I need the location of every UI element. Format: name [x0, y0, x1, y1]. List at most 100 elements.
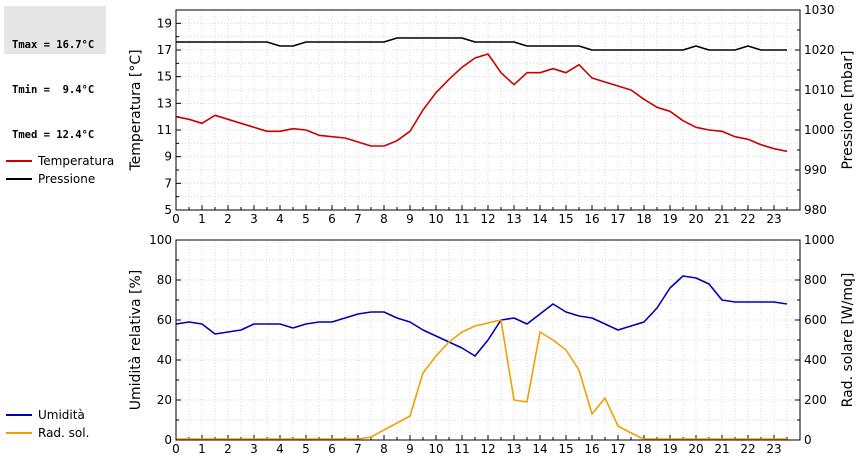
x-tick-label: 2: [224, 212, 232, 226]
x-tick-label: 23: [766, 212, 781, 226]
x-tick-label: 11: [454, 212, 469, 226]
x-tick-label: 7: [354, 442, 362, 456]
legend-item-pressione: Pressione: [6, 170, 114, 188]
x-tick-label: 4: [276, 212, 284, 226]
y-tick-label: 11: [157, 123, 172, 137]
x-tick-label: 3: [250, 212, 258, 226]
x-tick-label: 22: [740, 212, 755, 226]
x-tick-label: 23: [766, 442, 781, 456]
y2-tick-label: 400: [804, 353, 827, 367]
legend-swatch-pressione: [6, 178, 32, 180]
x-tick-label: 8: [380, 212, 388, 226]
x-tick-label: 6: [328, 212, 336, 226]
y-tick-label: 100: [149, 233, 172, 247]
x-tick-label: 21: [714, 442, 729, 456]
x-tick-label: 0: [172, 442, 180, 456]
x-tick-label: 10: [428, 442, 443, 456]
series-line-pressione: [176, 37, 787, 51]
x-tick-label: 4: [276, 442, 284, 456]
x-tick-label: 14: [532, 442, 547, 456]
x-tick-label: 5: [302, 212, 310, 226]
x-tick-label: 17: [610, 212, 625, 226]
x-tick-label: 12: [480, 442, 495, 456]
y-tick-label: 40: [157, 353, 172, 367]
legend-bottom: Umidità Rad. sol.: [6, 406, 89, 442]
y-tick-label: 5: [164, 203, 172, 217]
chart-top: 0 1 2 3 4 5 6 7 8 9 10 11 12 13 14 15 16 17 18 19 20 21 22 2357…: [128, 3, 856, 226]
x-tick-label: 18: [636, 442, 651, 456]
legend-item-umidita: Umidità: [6, 406, 89, 424]
x-tick-label: 9: [406, 442, 414, 456]
x-tick-label: 16: [584, 212, 599, 226]
legend-label-umidita: Umidità: [38, 408, 85, 422]
y2-axis-label: Pressione [mbar]: [840, 50, 856, 169]
x-tick-label: 20: [688, 442, 703, 456]
legend-label-temperatura: Temperatura: [38, 154, 115, 168]
y-axis-label: Temperatura [°C]: [128, 49, 144, 171]
y2-tick-label: 1020: [804, 43, 835, 57]
legend-top: Temperatura Pressione: [6, 152, 114, 188]
legend-label-pressione: Pressione: [38, 172, 96, 186]
x-tick-label: 1: [198, 212, 206, 226]
x-tick-label: 6: [328, 442, 336, 456]
y2-tick-label: 980: [804, 203, 827, 217]
x-tick-label: 15: [558, 212, 573, 226]
x-tick-label: 9: [406, 212, 414, 226]
x-tick-label: 10: [428, 212, 443, 226]
y2-tick-label: 0: [804, 433, 812, 447]
x-tick-label: 13: [506, 212, 521, 226]
y-tick-label: 19: [157, 16, 172, 30]
x-tick-label: 11: [454, 442, 469, 456]
x-tick-label: 20: [688, 212, 703, 226]
series-line-rad-sol-: [176, 319, 787, 440]
x-tick-label: 16: [584, 442, 599, 456]
x-tick-label: 2: [224, 442, 232, 456]
x-tick-label: 18: [636, 212, 651, 226]
tmed-text: Tmed = 12.4°C: [12, 129, 95, 141]
x-tick-label: 13: [506, 442, 521, 456]
series-line-temperatura: [175, 53, 788, 153]
y2-tick-label: 1030: [804, 3, 835, 17]
y2-tick-label: 1000: [804, 233, 835, 247]
y-tick-label: 17: [157, 43, 172, 57]
x-tick-label: 19: [662, 442, 677, 456]
chart-bottom: 0 1 2 3 4 5 6 7 8 9 10 11 12 13 14 15 16 17 18 19 20 21 22 2302…: [128, 233, 856, 456]
x-tick-label: 7: [354, 212, 362, 226]
y-tick-label: 80: [157, 273, 172, 287]
y-tick-label: 9: [164, 150, 172, 164]
y2-tick-label: 1010: [804, 83, 835, 97]
legend-swatch-radsol: [6, 432, 32, 434]
y2-axis-label: Rad. solare [W/mq]: [840, 273, 856, 408]
y-tick-label: 7: [164, 176, 172, 190]
x-tick-label: 14: [532, 212, 547, 226]
y2-tick-label: 1000: [804, 123, 835, 137]
x-tick-label: 5: [302, 442, 310, 456]
y-tick-label: 15: [157, 70, 172, 84]
tmin-text: Tmin = 9.4°C: [12, 84, 95, 96]
x-tick-label: 17: [610, 442, 625, 456]
x-tick-label: 0: [172, 212, 180, 226]
y-axis-label: Umidità relativa [%]: [128, 270, 144, 411]
y2-tick-label: 800: [804, 273, 827, 287]
x-tick-label: 12: [480, 212, 495, 226]
legend-swatch-umidita: [6, 414, 32, 416]
plot-frame-bottom: [175, 239, 801, 441]
x-tick-label: 1: [198, 442, 206, 456]
legend-label-radsol: Rad. sol.: [38, 426, 90, 440]
legend-swatch-temperatura: [6, 160, 32, 162]
x-tick-label: 3: [250, 442, 258, 456]
y-tick-label: 0: [164, 433, 172, 447]
y2-tick-label: 200: [804, 393, 827, 407]
legend-item-temperatura: Temperatura: [6, 152, 114, 170]
y-tick-label: 13: [157, 96, 172, 110]
legend-item-radsol: Rad. sol.: [6, 424, 89, 442]
plot-frame-top: [175, 9, 801, 211]
x-tick-label: 21: [714, 212, 729, 226]
x-tick-label: 22: [740, 442, 755, 456]
y2-tick-label: 600: [804, 313, 827, 327]
series-line-umidit-: [175, 275, 788, 357]
x-tick-label: 8: [380, 442, 388, 456]
y-tick-label: 60: [157, 313, 172, 327]
x-tick-label: 15: [558, 442, 573, 456]
